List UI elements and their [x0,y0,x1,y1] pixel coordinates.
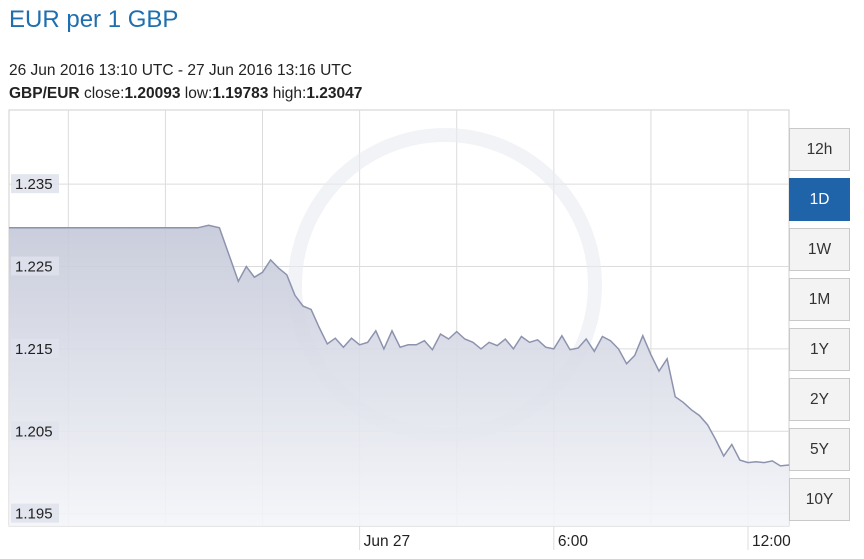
y-tick-label: 1.215 [15,341,53,358]
close-label: close: [83,85,125,102]
y-tick-bg [11,421,59,441]
series-area [9,225,789,527]
range-button-1w[interactable]: 1W [789,228,850,271]
y-tick-bg [11,338,59,358]
series-line [9,224,790,467]
price-stats: GBP/EUR close:1.20093 low:1.19783 high:1… [9,85,362,103]
x-tick-label: 12:00 [752,533,791,550]
low-label: low: [184,85,213,102]
pair-label: GBP/EUR [9,85,80,102]
range-button-1m[interactable]: 1M [789,278,850,321]
y-tick-bg [11,174,59,194]
page-title: EUR per 1 GBP [9,6,179,33]
low-value: 1.19783 [212,85,269,102]
y-tick-label: 1.205 [15,423,53,440]
high-value: 1.23047 [306,85,363,102]
range-button-1y[interactable]: 1Y [789,328,850,371]
x-tick-label: Jun 27 [364,533,411,550]
range-button-1d[interactable]: 1D [789,178,850,221]
range-button-10y[interactable]: 10Y [789,478,850,521]
y-tick-bg [11,503,59,523]
x-tick-label: 6:00 [558,533,589,550]
y-tick-bg [11,256,59,276]
close-value: 1.20093 [124,85,181,102]
y-tick-label: 1.225 [15,259,53,276]
range-selector: 12h 1D 1W 1M 1Y 2Y 5Y 10Y [789,128,850,528]
range-button-5y[interactable]: 5Y [789,428,850,471]
high-label: high: [272,85,307,102]
range-button-12h[interactable]: 12h [789,128,850,171]
range-button-2y[interactable]: 2Y [789,378,850,421]
date-range: 26 Jun 2016 13:10 UTC - 27 Jun 2016 13:1… [9,62,352,79]
y-tick-label: 1.235 [15,176,53,193]
y-tick-label: 1.195 [15,506,53,523]
